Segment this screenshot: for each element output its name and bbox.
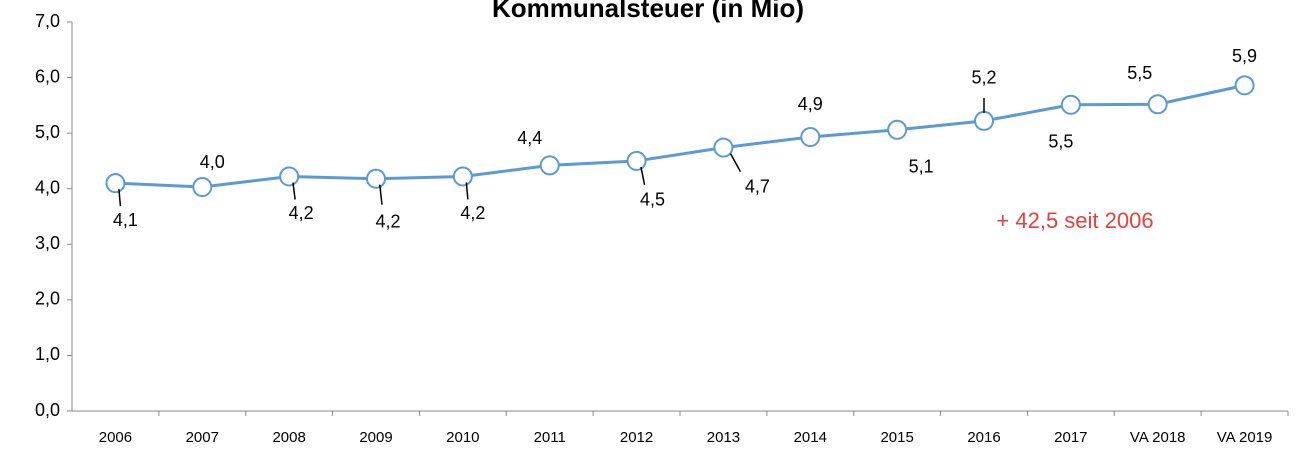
- x-tick-label: 2008: [272, 429, 305, 446]
- x-tick-label: 2010: [446, 429, 479, 446]
- data-label: 4,2: [460, 203, 485, 223]
- marker: [974, 110, 994, 131]
- leader-line: [640, 166, 646, 186]
- x-tick-label: 2011: [534, 429, 566, 446]
- data-label: 4,9: [798, 94, 823, 114]
- y-tick-label: 1,0: [35, 344, 60, 364]
- data-label: 5,5: [1048, 132, 1073, 152]
- marker: [279, 166, 300, 187]
- y-tick-label: 5,0: [35, 122, 60, 142]
- marker: [366, 168, 386, 189]
- marker: [192, 177, 213, 198]
- data-label: 5,2: [971, 68, 996, 88]
- marker: [887, 119, 908, 140]
- x-tick-label: 2015: [880, 429, 913, 446]
- x-tick-label: 2006: [99, 429, 132, 446]
- marker: [452, 166, 473, 187]
- data-label: 4,2: [375, 211, 400, 231]
- annotation: + 42,5 seit 2006: [996, 208, 1153, 233]
- data-label: 4,0: [200, 152, 225, 172]
- marker: [800, 127, 821, 148]
- y-tick-label: 4,0: [35, 177, 60, 197]
- data-label: 4,1: [113, 210, 138, 230]
- line: [115, 83, 1245, 189]
- data-label: 4,4: [517, 128, 542, 148]
- data-label: 5,1: [909, 157, 934, 177]
- x-tick-label: 2013: [707, 429, 740, 446]
- marker: [539, 155, 560, 176]
- data-label: 4,2: [289, 203, 314, 223]
- marker: [1234, 75, 1255, 96]
- data-label: 5,5: [1127, 63, 1152, 83]
- marker: [1060, 94, 1081, 115]
- leader-line: [118, 189, 122, 207]
- x-tick-label: 2012: [620, 429, 653, 446]
- leader-line: [465, 182, 469, 200]
- leader-line: [379, 184, 383, 205]
- marker: [105, 173, 126, 194]
- chart-title: Kommunalsteuer (in Mio): [492, 0, 804, 23]
- data-label: 4,7: [745, 176, 770, 196]
- x-tick-label: VA 2018: [1130, 429, 1186, 446]
- marker: [626, 150, 647, 171]
- y-tick-label: 0,0: [35, 400, 60, 420]
- x-tick-label: 2016: [967, 429, 1000, 446]
- x-tick-label: 2009: [359, 429, 392, 446]
- x-tick-label: 2014: [794, 429, 827, 446]
- y-tick-label: 3,0: [35, 233, 60, 253]
- y-tick-label: 6,0: [35, 66, 60, 86]
- marker: [713, 137, 734, 158]
- leader-line: [292, 182, 296, 200]
- x-tick-label: 2017: [1054, 429, 1087, 446]
- x-tick-label: 2007: [186, 429, 219, 446]
- marker: [1147, 94, 1168, 115]
- data-label: 5,9: [1232, 46, 1257, 66]
- x-tick-label: VA 2019: [1217, 429, 1273, 446]
- data-label: 4,5: [640, 190, 665, 210]
- y-tick-label: 7,0: [35, 11, 60, 31]
- y-tick-label: 2,0: [35, 289, 60, 309]
- leader-line: [729, 153, 742, 172]
